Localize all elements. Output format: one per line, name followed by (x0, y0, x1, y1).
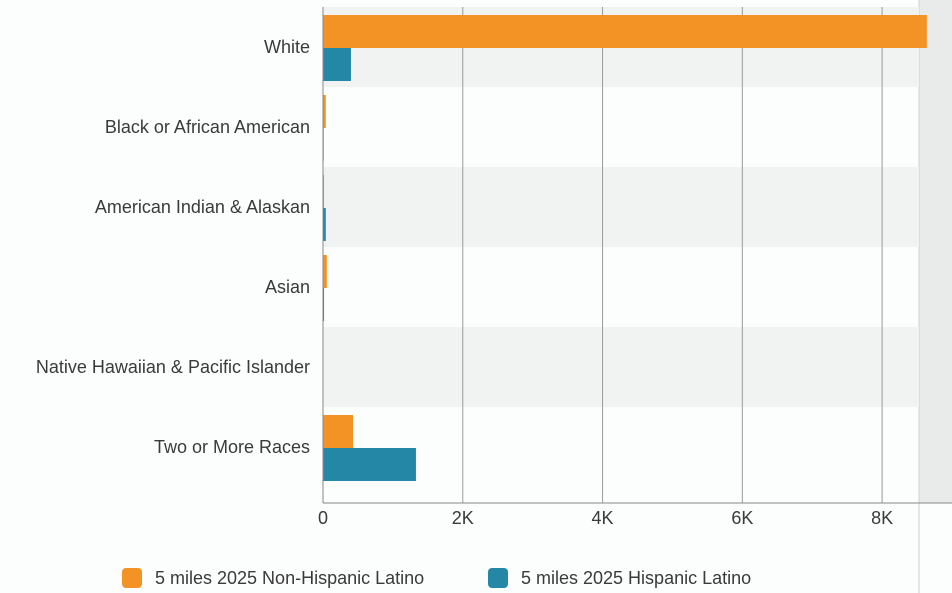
legend-swatch (122, 568, 142, 588)
legend-label: 5 miles 2025 Hispanic Latino (521, 568, 751, 588)
bar (323, 15, 927, 48)
bar (323, 255, 327, 288)
x-tick-label: 6K (731, 508, 753, 528)
bar (323, 175, 325, 208)
row-band (323, 327, 919, 407)
bar (323, 415, 354, 448)
bar (323, 48, 351, 81)
bar (323, 208, 326, 241)
x-tick-label: 4K (592, 508, 614, 528)
y-tick-label: American Indian & Alaskan (95, 197, 310, 217)
bands (323, 7, 919, 407)
x-tick-label: 2K (452, 508, 474, 528)
marks (323, 15, 927, 481)
y-tick-label: Native Hawaiian & Pacific Islander (36, 357, 310, 377)
bar (323, 95, 326, 128)
scroll-shade (919, 0, 952, 503)
bar (323, 288, 325, 321)
legend-swatch (488, 568, 508, 588)
y-tick-label: White (264, 37, 310, 57)
x-tick-label: 0 (318, 508, 328, 528)
y-tick-label: Black or African American (105, 117, 310, 137)
y-tick-label: Two or More Races (154, 437, 310, 457)
row-band (323, 167, 919, 247)
x-tick-label: 8K (871, 508, 893, 528)
y-tick-label: Asian (265, 277, 310, 297)
bar (323, 448, 416, 481)
legend-label: 5 miles 2025 Non-Hispanic Latino (155, 568, 424, 588)
